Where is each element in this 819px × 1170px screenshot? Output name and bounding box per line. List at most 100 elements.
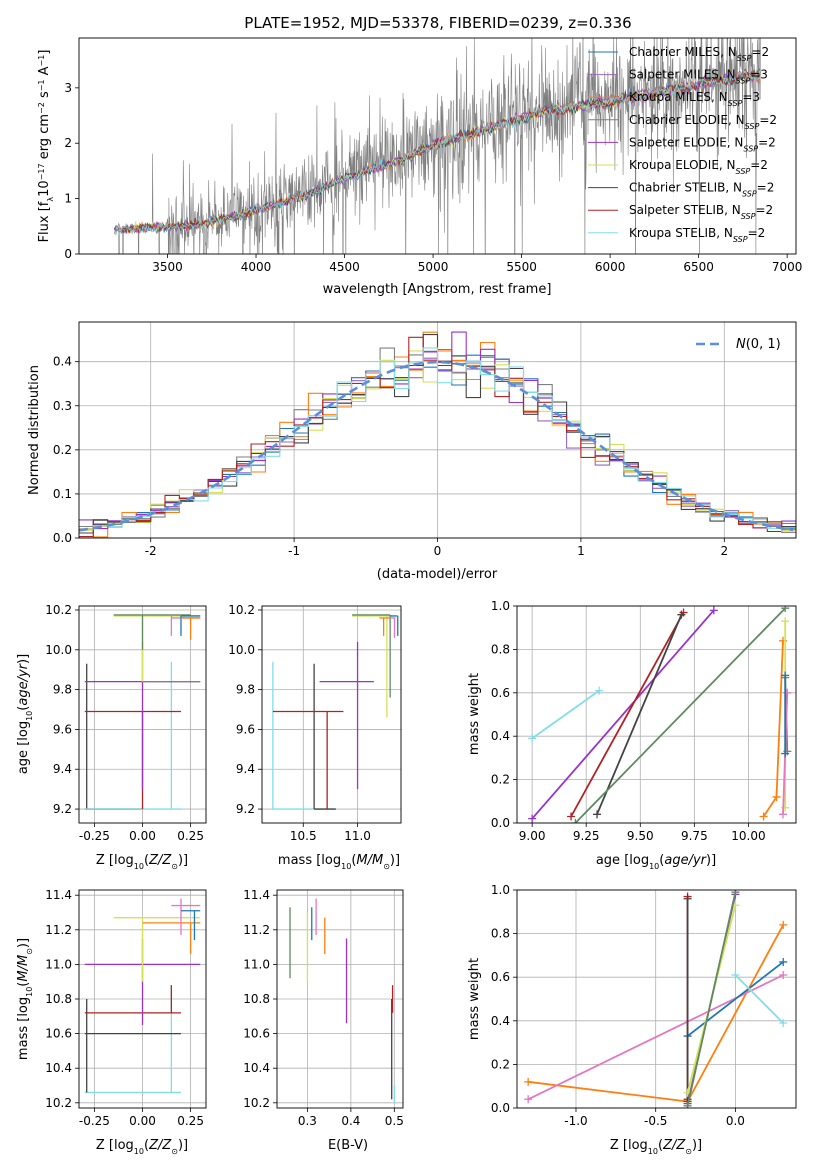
plot-area — [79, 331, 796, 538]
y-tick-label: 10.2 — [243, 1096, 270, 1110]
x-axis-label: (data-model)/error — [377, 567, 498, 582]
weight-line — [762, 640, 784, 817]
y-tick-label: 11.0 — [45, 957, 72, 971]
legend-entry: Salpeter MILES, NSSP=3 — [629, 68, 768, 86]
y-axis-label: Normed distribution — [27, 365, 42, 495]
x-tick-label: 5000 — [418, 260, 449, 274]
weight-marker — [528, 734, 537, 743]
y-tick-label: 1 — [64, 192, 72, 206]
x-tick-label: 0.4 — [341, 1114, 360, 1128]
weight-marker — [781, 671, 790, 680]
weight-marker — [779, 957, 788, 966]
y-tick-label: 10.6 — [243, 1027, 270, 1041]
age-vs-mass-panel: 10.5 11.0 9.2 9.4 9.6 9.8 10.0 10.2 mass [log10(… — [228, 603, 402, 871]
x-tick-label: 0.0 — [726, 1114, 745, 1128]
x-axis-label: Z [log10(Z/Z⊙)] — [96, 1138, 188, 1156]
weight-marker — [593, 810, 602, 819]
weight-line — [686, 892, 737, 1106]
plot-area — [289, 898, 395, 1103]
y-axis-label: mass [log10(M/M⊙)] — [16, 938, 34, 1060]
axes-frame — [516, 889, 797, 1109]
age-vs-metallicity-panel: -0.25 0.00 0.25 9.2 9.4 9.6 9.8 10.0 10.2 Z [log1… — [16, 603, 207, 871]
y-tick-label: 0.6 — [491, 686, 510, 700]
x-tick-label: -0.25 — [79, 829, 110, 843]
weight-line — [531, 689, 600, 740]
y-tick-label: 0 — [64, 247, 72, 261]
legend-entry: Kroupa MILES, NSSP=3 — [629, 90, 760, 108]
y-tick-label: 11.2 — [243, 923, 270, 937]
x-tick-label: -0.5 — [644, 1114, 667, 1128]
weight-line — [734, 974, 784, 1024]
weight-line — [574, 607, 786, 823]
x-tick-label: 0 — [434, 544, 442, 558]
x-tick-label: 0.3 — [298, 1114, 317, 1128]
weight-marker — [528, 814, 537, 823]
legend-entry: Kroupa STELIB, NSSP=2 — [629, 226, 765, 244]
legend-entry: Chabrier MILES, NSSP=2 — [629, 45, 769, 63]
x-tick-label: -0.25 — [79, 1114, 110, 1128]
weight-line — [570, 612, 685, 817]
weight-marker — [709, 606, 718, 615]
weight-marker — [571, 819, 580, 823]
x-tick-label: 0.00 — [129, 829, 156, 843]
weight-line — [596, 614, 683, 815]
x-tick-label: 9.25 — [573, 829, 600, 843]
x-tick-label: 0.00 — [129, 1114, 156, 1128]
weight-marker — [677, 610, 686, 619]
y-tick-label: 0.0 — [53, 531, 72, 545]
model-spectrum-line — [114, 69, 761, 234]
plot-area — [528, 606, 792, 823]
mass-vs-metallicity-panel: -0.25 0.00 0.25 10.2 10.4 10.6 10.8 11.0 11.2 11.… — [16, 888, 207, 1156]
y-tick-label: 11.2 — [45, 923, 72, 937]
legend-entry: Chabrier ELODIE, NSSP=2 — [629, 113, 777, 131]
x-tick-label: 9.50 — [627, 829, 654, 843]
y-tick-label: 10.4 — [45, 1061, 72, 1075]
x-tick-label: 4500 — [329, 260, 360, 274]
y-tick-label: 0.4 — [53, 355, 72, 369]
y-tick-label: 9.6 — [53, 722, 72, 736]
y-tick-label: 10.0 — [228, 643, 255, 657]
residual-histogram-panel: -2 -1 0 1 2 0.0 0.1 0.2 0.3 0.4 N(0, 1) (data-model… — [27, 321, 797, 582]
y-tick-label: 1.0 — [491, 599, 510, 613]
x-tick-label: 1 — [577, 544, 585, 558]
y-tick-label: 3 — [64, 81, 72, 95]
weight-marker — [567, 812, 576, 821]
x-tick-label: -2 — [145, 544, 157, 558]
y-tick-label: 0.6 — [491, 970, 510, 984]
y-tick-label: 0.2 — [53, 443, 72, 457]
y-tick-label: 11.4 — [45, 888, 72, 902]
x-tick-label: 2 — [720, 544, 728, 558]
figure-title: PLATE=1952, MJD=53378, FIBERID=0239, z=0… — [244, 14, 631, 32]
weight-marker — [524, 1077, 533, 1086]
y-axis-label: mass weight — [467, 673, 482, 755]
y-axis-label: Flux [fλ10−17 erg cm−2 s−1 A−1] — [37, 50, 55, 243]
y-tick-label: 0.0 — [491, 816, 510, 830]
y-tick-label: 0.2 — [491, 1057, 510, 1071]
y-tick-label: 0.4 — [491, 729, 510, 743]
axes-frame — [276, 889, 404, 1109]
weight-marker — [781, 617, 790, 626]
x-tick-label: 3500 — [152, 260, 183, 274]
x-tick-label: 10.5 — [290, 829, 317, 843]
legend-entry-normal: N(0, 1) — [736, 337, 781, 352]
x-axis-label: mass [log10(M/M⊙)] — [278, 853, 400, 871]
x-tick-label: -1 — [288, 544, 300, 558]
y-tick-label: 9.6 — [236, 722, 255, 736]
y-tick-label: 9.4 — [236, 762, 255, 776]
y-tick-label: 2 — [64, 136, 72, 150]
weight-marker — [779, 810, 788, 819]
x-tick-label: 10.00 — [731, 829, 765, 843]
x-tick-label: 0.5 — [385, 1114, 404, 1128]
legend-entry: Kroupa ELODIE, NSSP=2 — [629, 158, 768, 176]
mass-vs-extinction-panel: 0.3 0.4 0.5 10.2 10.4 10.6 10.8 11.0 11.2 11.4 E(B… — [243, 888, 404, 1153]
plot-area — [524, 890, 788, 1108]
y-tick-label: 11.0 — [243, 957, 270, 971]
y-tick-label: 10.4 — [243, 1061, 270, 1075]
x-tick-label: 9.00 — [519, 829, 546, 843]
legend-entry: Salpeter ELODIE, NSSP=2 — [629, 135, 776, 153]
axes-frame — [78, 321, 797, 539]
y-tick-label: 10.0 — [45, 643, 72, 657]
y-tick-label: 9.8 — [53, 683, 72, 697]
weight-marker — [683, 894, 692, 903]
